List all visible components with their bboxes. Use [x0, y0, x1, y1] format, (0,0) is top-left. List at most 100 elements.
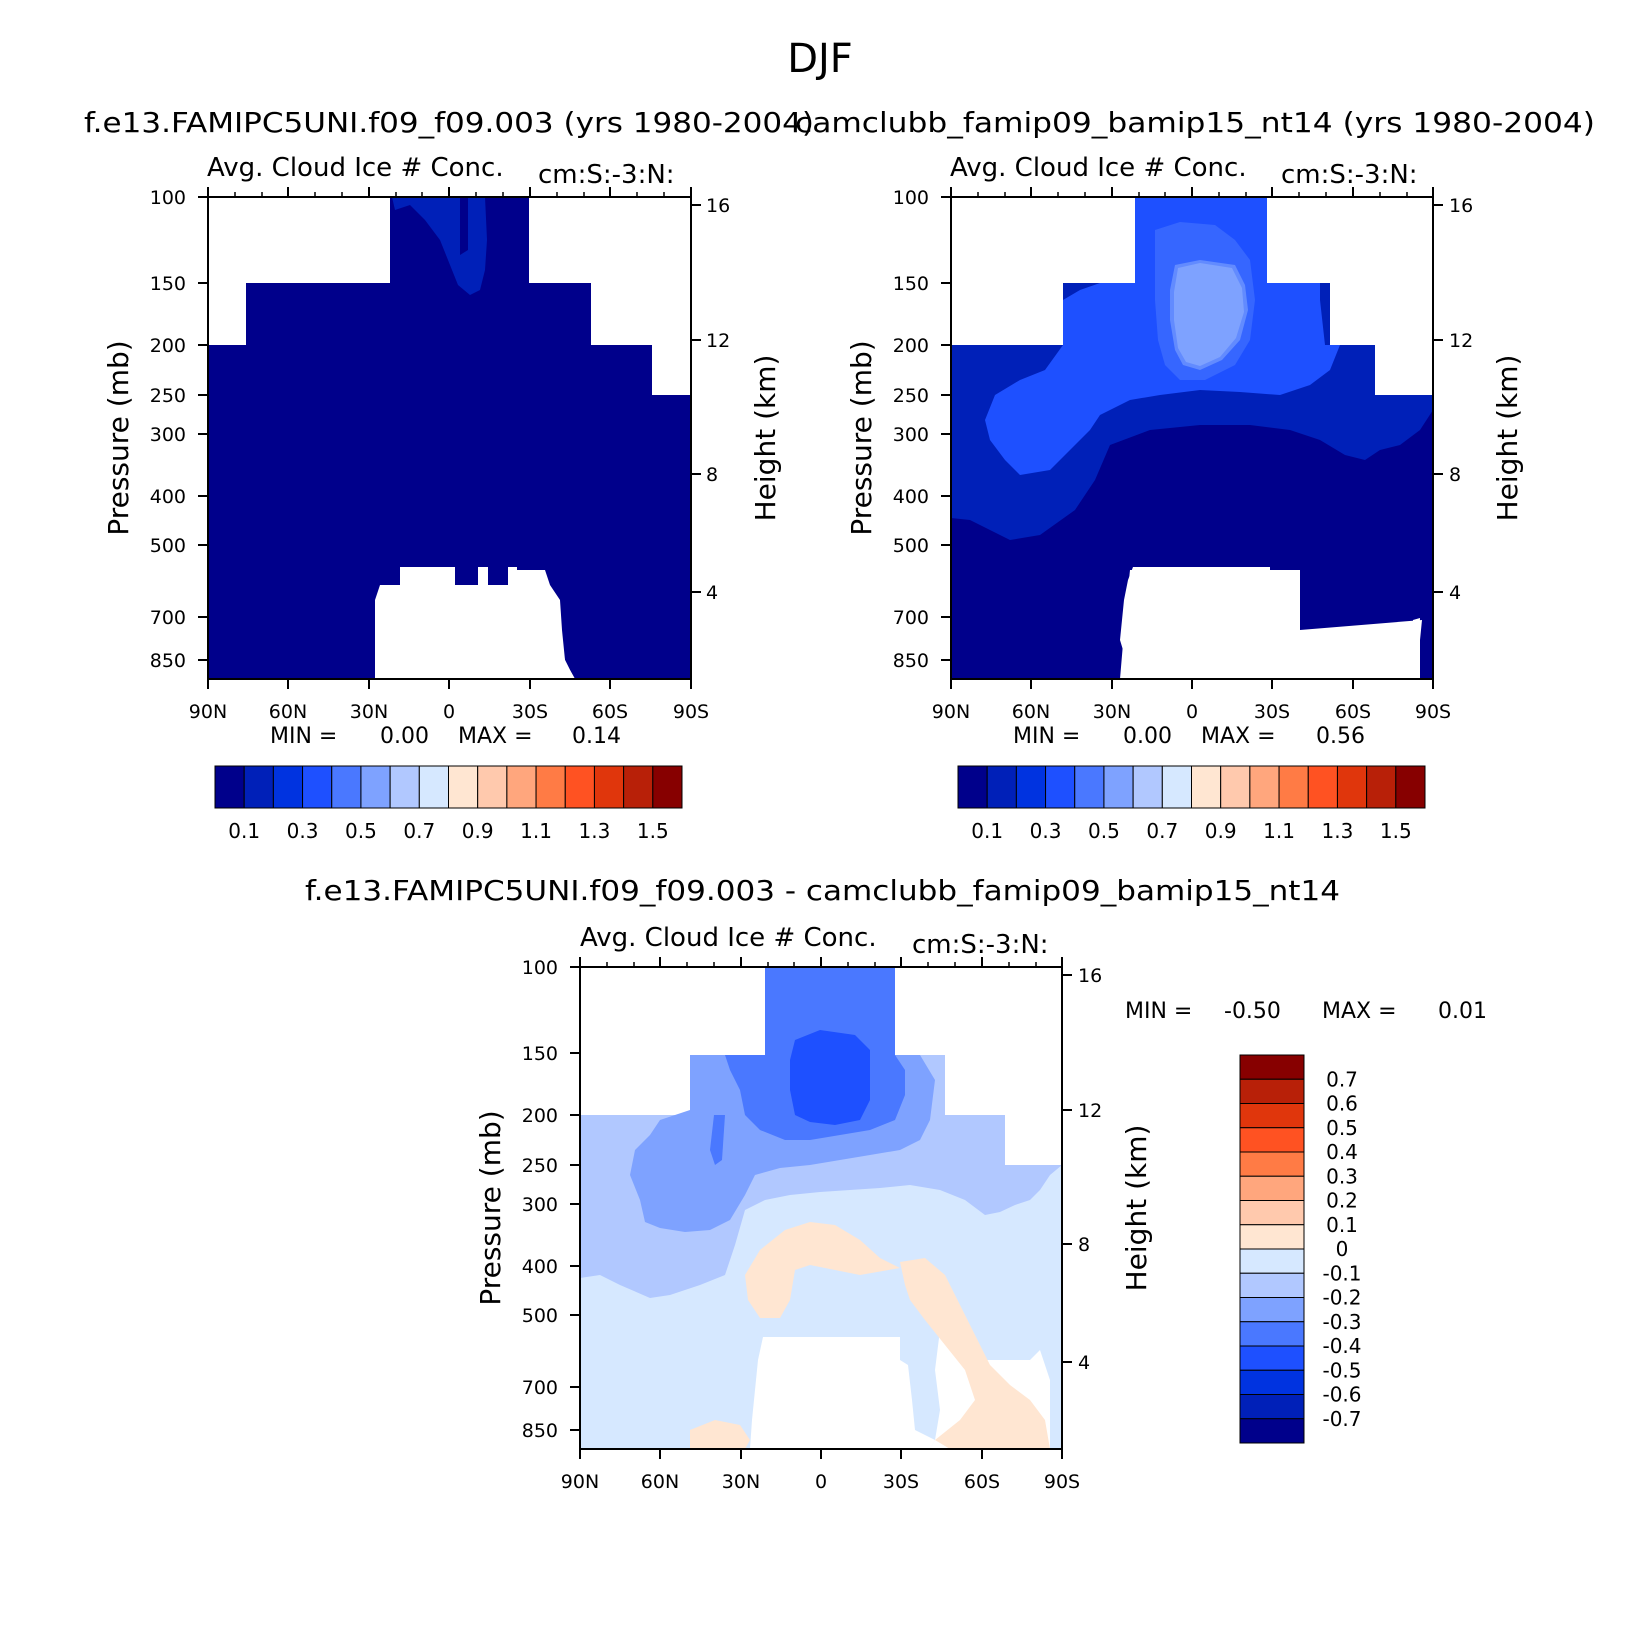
colorbar-swatch	[1336, 765, 1368, 809]
y-tick-label: 400	[522, 1256, 558, 1278]
colorbar-label: -0.1	[1322, 1261, 1361, 1285]
max-value: 0.14	[572, 724, 621, 749]
colorbar-swatch	[1239, 1248, 1305, 1274]
plot-area	[950, 196, 1434, 680]
y2-tick-label: 4	[1078, 1352, 1090, 1374]
units-label: cm:S:-3:N:	[538, 160, 675, 190]
colorbar-label: 0.6	[1326, 1092, 1358, 1116]
x-tick-label: 60S	[1335, 701, 1371, 723]
colorbar-swatch	[1249, 765, 1280, 809]
units-label: cm:S:-3:N:	[912, 930, 1049, 960]
case-title: f.e13.FAMIPC5UNI.f09_f09.003 - camclubb_…	[305, 874, 1340, 907]
x-tick-label: 60N	[641, 1471, 679, 1493]
y-tick-label: 150	[893, 273, 929, 295]
x-tick-label: 90N	[189, 701, 227, 723]
colorbar-swatch	[1395, 765, 1426, 809]
min-label: MIN =	[270, 724, 337, 749]
units-label: cm:S:-3:N:	[1281, 160, 1418, 190]
y-tick-label: 400	[893, 486, 929, 508]
max-label: MAX =	[1201, 724, 1276, 749]
colorbar-swatch	[506, 765, 537, 809]
y-axis-label: Pressure (mb)	[102, 340, 135, 535]
x-tick-label: 30S	[1254, 701, 1290, 723]
panel-top-left: f.e13.FAMIPC5UNI.f09_f09.003 (yrs 1980-2…	[84, 106, 814, 843]
y2-tick-label: 8	[1078, 1234, 1090, 1256]
colorbar-swatch	[564, 765, 595, 809]
variable-title: Avg. Cloud Ice # Conc.	[950, 153, 1247, 183]
colorbar-swatch	[593, 765, 625, 809]
x-tick-label: 30N	[722, 1471, 760, 1493]
min-label: MIN =	[1013, 724, 1080, 749]
x-tick-label: 0	[1186, 701, 1198, 723]
y2-tick-label: 12	[1449, 330, 1473, 352]
y-axis-label: Pressure (mb)	[845, 340, 878, 535]
colorbar-label: 1.5	[1380, 819, 1412, 843]
colorbar: 0.1 0.3 0.5 0.7 0.9 1.1 1.3 1.5	[214, 765, 683, 843]
min-value: 0.00	[380, 724, 429, 749]
y-tick-labels: 100 150 200 250 300 400 500 700 850	[150, 187, 186, 672]
colorbar-swatch	[1239, 1345, 1305, 1371]
y2-tick-labels: 16 12 8 4	[706, 195, 730, 604]
y-tick-label: 100	[150, 187, 186, 209]
colorbar-swatch	[1239, 1175, 1305, 1201]
y2-axis-label: Height (km)	[1120, 1125, 1153, 1292]
figure-title: DJF	[787, 36, 853, 82]
colorbar-swatch	[1239, 1369, 1305, 1395]
colorbar-swatch	[652, 765, 683, 809]
colorbar-swatch	[418, 765, 449, 809]
y2-axis-label: Height (km)	[1491, 355, 1524, 522]
colorbar-swatch	[1278, 765, 1309, 809]
y2-tick-label: 16	[706, 195, 730, 217]
y2-tick-labels: 16 12 8 4	[1078, 965, 1102, 1374]
min-max-readout: MIN = 0.00 MAX = 0.14	[270, 724, 621, 749]
colorbar-label: 1.1	[1263, 819, 1295, 843]
y-tick-label: 200	[150, 335, 186, 357]
plot-area	[579, 966, 1063, 1450]
colorbar-swatch	[1239, 1297, 1305, 1323]
colorbar-swatch	[1239, 1054, 1305, 1080]
max-value: 0.01	[1438, 999, 1487, 1024]
y-tick-labels: 100 150 200 250 300 400 500 700 850	[893, 187, 929, 672]
x-tick-label: 60N	[269, 701, 307, 723]
colorbar-label: 0.2	[1326, 1189, 1358, 1213]
y-tick-label: 300	[150, 424, 186, 446]
y-tick-label: 200	[522, 1105, 558, 1127]
y-tick-labels: 100 150 200 250 300 400 500 700 850	[522, 957, 558, 1442]
colorbar-swatch	[1307, 765, 1338, 809]
colorbar-label: 0.1	[1326, 1213, 1358, 1237]
colorbar-label: 0.5	[345, 819, 377, 843]
colorbar-label: 0.7	[1326, 1067, 1358, 1091]
x-tick-label: 30S	[512, 701, 548, 723]
min-label: MIN =	[1125, 999, 1192, 1024]
colorbar-swatch	[1161, 765, 1192, 809]
colorbar-swatch	[331, 765, 362, 809]
y-tick-label: 300	[522, 1194, 558, 1216]
y2-tick-label: 12	[1078, 1100, 1102, 1122]
x-tick-labels: 90N 60N 30N 0 30S 60S 90S	[561, 1471, 1080, 1493]
y-tick-label: 150	[522, 1043, 558, 1065]
colorbar-label: 1.3	[1322, 819, 1354, 843]
y-tick-label: 850	[150, 650, 186, 672]
y-tick-label: 250	[150, 385, 186, 407]
colorbar-swatch	[1045, 765, 1076, 809]
colorbar-swatch	[1103, 765, 1134, 809]
colorbar-label: 0	[1336, 1237, 1349, 1261]
colorbar-label: 0.7	[403, 819, 435, 843]
y-tick-label: 500	[150, 535, 186, 557]
max-value: 0.56	[1316, 724, 1365, 749]
colorbar: 0.1 0.3 0.5 0.7 0.9 1.1 1.3 1.5	[957, 765, 1426, 843]
colorbar-label: 0.5	[1326, 1116, 1358, 1140]
x-tick-labels: 90N 60N 30N 0 30S 60S 90S	[189, 701, 709, 723]
colorbar-swatch	[389, 765, 420, 809]
y-tick-label: 850	[522, 1420, 558, 1442]
y-tick-label: 250	[522, 1155, 558, 1177]
colorbar-swatch	[448, 765, 479, 809]
y2-tick-label: 8	[706, 464, 718, 486]
colorbar-swatch	[1191, 765, 1222, 809]
y2-tick-label: 4	[1449, 582, 1461, 604]
colorbar-label: -0.5	[1322, 1358, 1361, 1382]
colorbar-swatch	[623, 765, 654, 809]
colorbar-swatch	[535, 765, 566, 809]
colorbar-label: 0.7	[1146, 819, 1178, 843]
colorbar-label: -0.3	[1322, 1310, 1361, 1334]
